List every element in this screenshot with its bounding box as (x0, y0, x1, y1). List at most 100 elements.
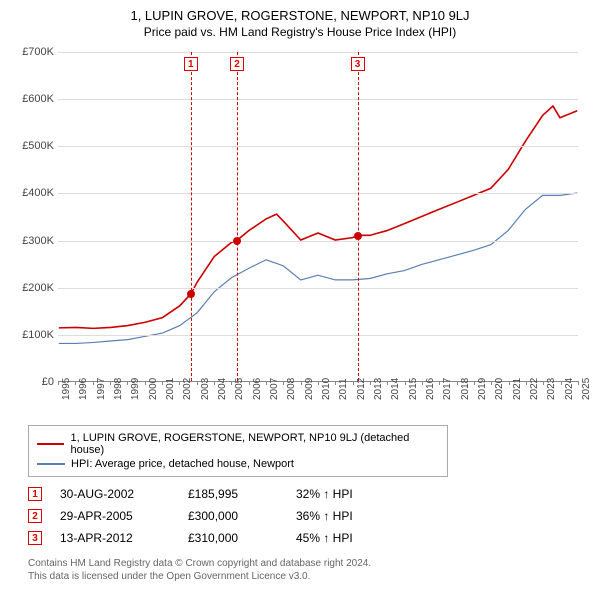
x-tick (405, 381, 406, 385)
footer-attribution: Contains HM Land Registry data © Crown c… (28, 557, 590, 583)
transaction-price: £300,000 (188, 509, 278, 523)
x-axis-label: 2014 (390, 378, 401, 400)
transaction-pct: 36% ↑ HPI (296, 509, 396, 523)
x-axis-label: 2003 (200, 378, 211, 400)
x-axis-label: 1998 (113, 378, 124, 400)
marker-line (358, 52, 359, 381)
chart-container: 1, LUPIN GROVE, ROGERSTONE, NEWPORT, NP1… (0, 0, 600, 593)
x-tick (127, 381, 128, 385)
y-gridline (58, 52, 578, 53)
x-axis-label: 2011 (338, 378, 349, 400)
x-axis-label: 2006 (252, 378, 263, 400)
legend: 1, LUPIN GROVE, ROGERSTONE, NEWPORT, NP1… (28, 425, 448, 477)
legend-label: 1, LUPIN GROVE, ROGERSTONE, NEWPORT, NP1… (70, 432, 439, 456)
chart-area: £0£100K£200K£300K£400K£500K£600K£700K199… (10, 47, 590, 417)
y-axis-label: £400K (12, 187, 54, 199)
x-tick (145, 381, 146, 385)
x-tick (474, 381, 475, 385)
x-tick (197, 381, 198, 385)
transaction-row: 313-APR-2012£310,00045% ↑ HPI (28, 527, 590, 549)
x-tick (578, 381, 579, 385)
x-axis-label: 2018 (460, 378, 471, 400)
x-tick (335, 381, 336, 385)
marker-line (237, 52, 238, 381)
x-axis-label: 1996 (78, 378, 89, 400)
marker-point (354, 232, 362, 240)
y-gridline (58, 241, 578, 242)
x-axis-label: 2009 (304, 378, 315, 400)
marker-line (191, 52, 192, 381)
legend-item: HPI: Average price, detached house, Newp… (37, 457, 439, 471)
x-axis-label: 1995 (61, 378, 72, 400)
y-axis-label: £700K (12, 46, 54, 58)
x-axis-label: 2008 (286, 378, 297, 400)
transaction-price: £310,000 (188, 531, 278, 545)
x-axis-label: 2015 (408, 378, 419, 400)
transaction-date: 29-APR-2005 (60, 509, 170, 523)
y-gridline (58, 288, 578, 289)
chart-title: 1, LUPIN GROVE, ROGERSTONE, NEWPORT, NP1… (10, 8, 590, 23)
x-tick (58, 381, 59, 385)
y-gridline (58, 146, 578, 147)
line-series-svg (58, 52, 578, 381)
x-axis-label: 2007 (269, 378, 280, 400)
x-tick (214, 381, 215, 385)
x-axis-label: 1999 (130, 378, 141, 400)
chart-subtitle: Price paid vs. HM Land Registry's House … (10, 25, 590, 39)
y-gridline (58, 335, 578, 336)
y-axis-label: £100K (12, 329, 54, 341)
x-tick (509, 381, 510, 385)
x-tick (110, 381, 111, 385)
x-axis-label: 2025 (581, 378, 592, 400)
x-tick (283, 381, 284, 385)
x-axis-label: 2000 (148, 378, 159, 400)
y-gridline (58, 99, 578, 100)
x-axis-label: 1997 (96, 378, 107, 400)
y-axis-label: £300K (12, 235, 54, 247)
marker-box: 1 (184, 57, 198, 71)
x-axis-label: 2013 (373, 378, 384, 400)
x-tick (543, 381, 544, 385)
y-gridline (58, 193, 578, 194)
transaction-marker: 3 (28, 531, 42, 545)
x-tick (179, 381, 180, 385)
series-line (59, 193, 577, 343)
y-axis-label: £600K (12, 93, 54, 105)
x-tick (387, 381, 388, 385)
x-tick (370, 381, 371, 385)
x-axis-label: 2001 (165, 378, 176, 400)
transaction-price: £185,995 (188, 487, 278, 501)
x-tick (491, 381, 492, 385)
x-tick (301, 381, 302, 385)
series-line (59, 106, 577, 328)
legend-swatch (37, 463, 65, 465)
x-axis-label: 2017 (442, 378, 453, 400)
plot-area: £0£100K£200K£300K£400K£500K£600K£700K199… (58, 52, 578, 382)
x-axis-label: 2024 (564, 378, 575, 400)
marker-point (233, 237, 241, 245)
x-axis-label: 2022 (529, 378, 540, 400)
x-tick (162, 381, 163, 385)
x-tick (561, 381, 562, 385)
x-tick (266, 381, 267, 385)
x-tick (457, 381, 458, 385)
x-tick (439, 381, 440, 385)
x-axis-label: 2012 (356, 378, 367, 400)
transaction-marker: 1 (28, 487, 42, 501)
x-tick (353, 381, 354, 385)
x-tick (422, 381, 423, 385)
footer-line1: Contains HM Land Registry data © Crown c… (28, 557, 590, 570)
legend-swatch (37, 443, 64, 445)
y-axis-label: £0 (12, 376, 54, 388)
x-axis-label: 2019 (477, 378, 488, 400)
marker-box: 3 (351, 57, 365, 71)
transaction-date: 30-AUG-2002 (60, 487, 170, 501)
x-axis-label: 2021 (512, 378, 523, 400)
x-axis-label: 2016 (425, 378, 436, 400)
transaction-row: 130-AUG-2002£185,99532% ↑ HPI (28, 483, 590, 505)
x-axis-label: 2002 (182, 378, 193, 400)
legend-item: 1, LUPIN GROVE, ROGERSTONE, NEWPORT, NP1… (37, 431, 439, 457)
x-tick (93, 381, 94, 385)
x-tick (318, 381, 319, 385)
x-axis-label: 2020 (494, 378, 505, 400)
